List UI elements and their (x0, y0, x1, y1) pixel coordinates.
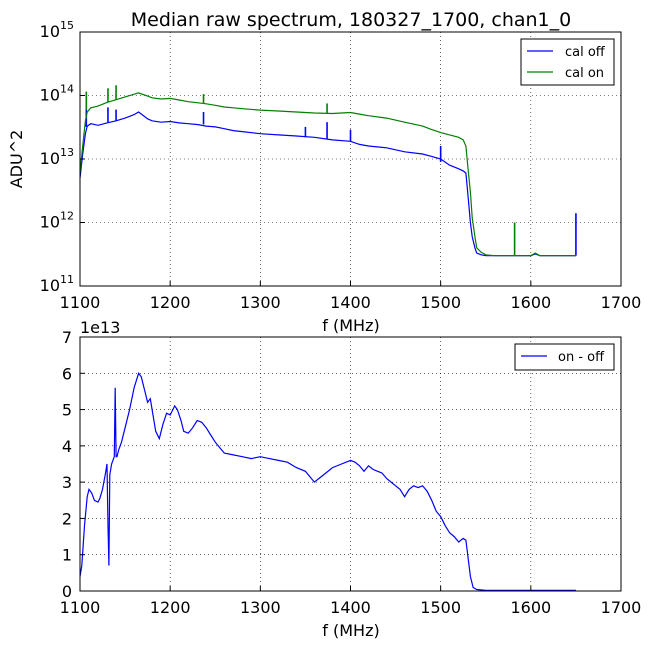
bottom-legend: on - off (514, 343, 615, 371)
top-legend: cal off cal on (520, 38, 615, 86)
bottom-legend-box (514, 343, 615, 371)
bottom-series (79, 372, 576, 591)
bottom-offset-text: 1e13 (80, 318, 120, 337)
bottom-x-tick-label: 1400 (330, 598, 371, 617)
bottom-y-tick-label: 1 (62, 546, 72, 565)
top-y-tick-label: 1012 (40, 210, 74, 232)
top-x-tick-label: 1200 (150, 293, 191, 312)
bottom-y-tick-label: 4 (62, 437, 72, 456)
top-x-ticks: 1100 1200 1300 1400 1500 1600 1700 (60, 281, 642, 312)
bottom-y-tick-label: 5 (62, 401, 72, 420)
top-series-line-cal-off (79, 111, 576, 257)
bottom-difference-panel: 1100 1200 1300 1400 1500 1600 1700 0 1 2 3 4 5 6 7 1e… (60, 318, 642, 640)
top-series-line-cal-on (79, 92, 576, 257)
top-x-axis-label: f (MHz) (322, 316, 379, 335)
top-x-tick-label: 1300 (240, 293, 281, 312)
top-legend-label-cal-off: cal off (565, 45, 606, 60)
bottom-x-tick-label: 1700 (601, 598, 642, 617)
bottom-y-tick-label: 0 (62, 582, 72, 601)
bottom-y-tick-label: 6 (62, 364, 72, 383)
bottom-x-tick-label: 1600 (510, 598, 551, 617)
bottom-y-ticks: 0 1 2 3 4 5 6 7 (62, 328, 85, 601)
top-y-tick-label: 1013 (40, 146, 74, 168)
bottom-y-tick-label: 7 (62, 328, 72, 347)
top-x-tick-label: 1400 (330, 293, 371, 312)
bottom-x-axis-label: f (MHz) (322, 621, 379, 640)
top-y-ticks: 1011 1012 1013 1014 1015 (40, 19, 85, 295)
top-series (79, 85, 577, 257)
top-y-tick-label: 1015 (40, 19, 74, 41)
top-chart-title: Median raw spectrum, 180327_1700, chan1_… (131, 9, 571, 31)
top-legend-box (520, 38, 615, 86)
top-x-tick-label: 1700 (601, 293, 642, 312)
bottom-x-ticks: 1100 1200 1300 1400 1500 1600 1700 (60, 586, 642, 617)
top-y-tick-label: 1014 (40, 83, 74, 105)
top-y-axis-label: ADU^2 (7, 130, 26, 189)
top-legend-label-cal-on: cal on (565, 66, 604, 81)
bottom-x-tick-label: 1500 (420, 598, 461, 617)
top-spectrum-panel: Median raw spectrum, 180327_1700, chan1_… (7, 9, 641, 335)
bottom-series-line-on-off (79, 372, 576, 591)
top-y-tick-label: 1011 (40, 273, 74, 295)
bottom-x-tick-label: 1200 (150, 598, 191, 617)
bottom-y-tick-label: 2 (62, 509, 72, 528)
top-x-tick-label: 1600 (510, 293, 551, 312)
bottom-x-tick-label: 1100 (60, 598, 101, 617)
bottom-grid (80, 337, 621, 591)
top-x-tick-label: 1500 (420, 293, 461, 312)
top-x-tick-label: 1100 (60, 293, 101, 312)
bottom-x-tick-label: 1300 (240, 598, 281, 617)
bottom-legend-label-on-off: on - off (558, 350, 605, 365)
bottom-plot-frame (79, 336, 622, 592)
bottom-y-tick-label: 3 (62, 473, 72, 492)
